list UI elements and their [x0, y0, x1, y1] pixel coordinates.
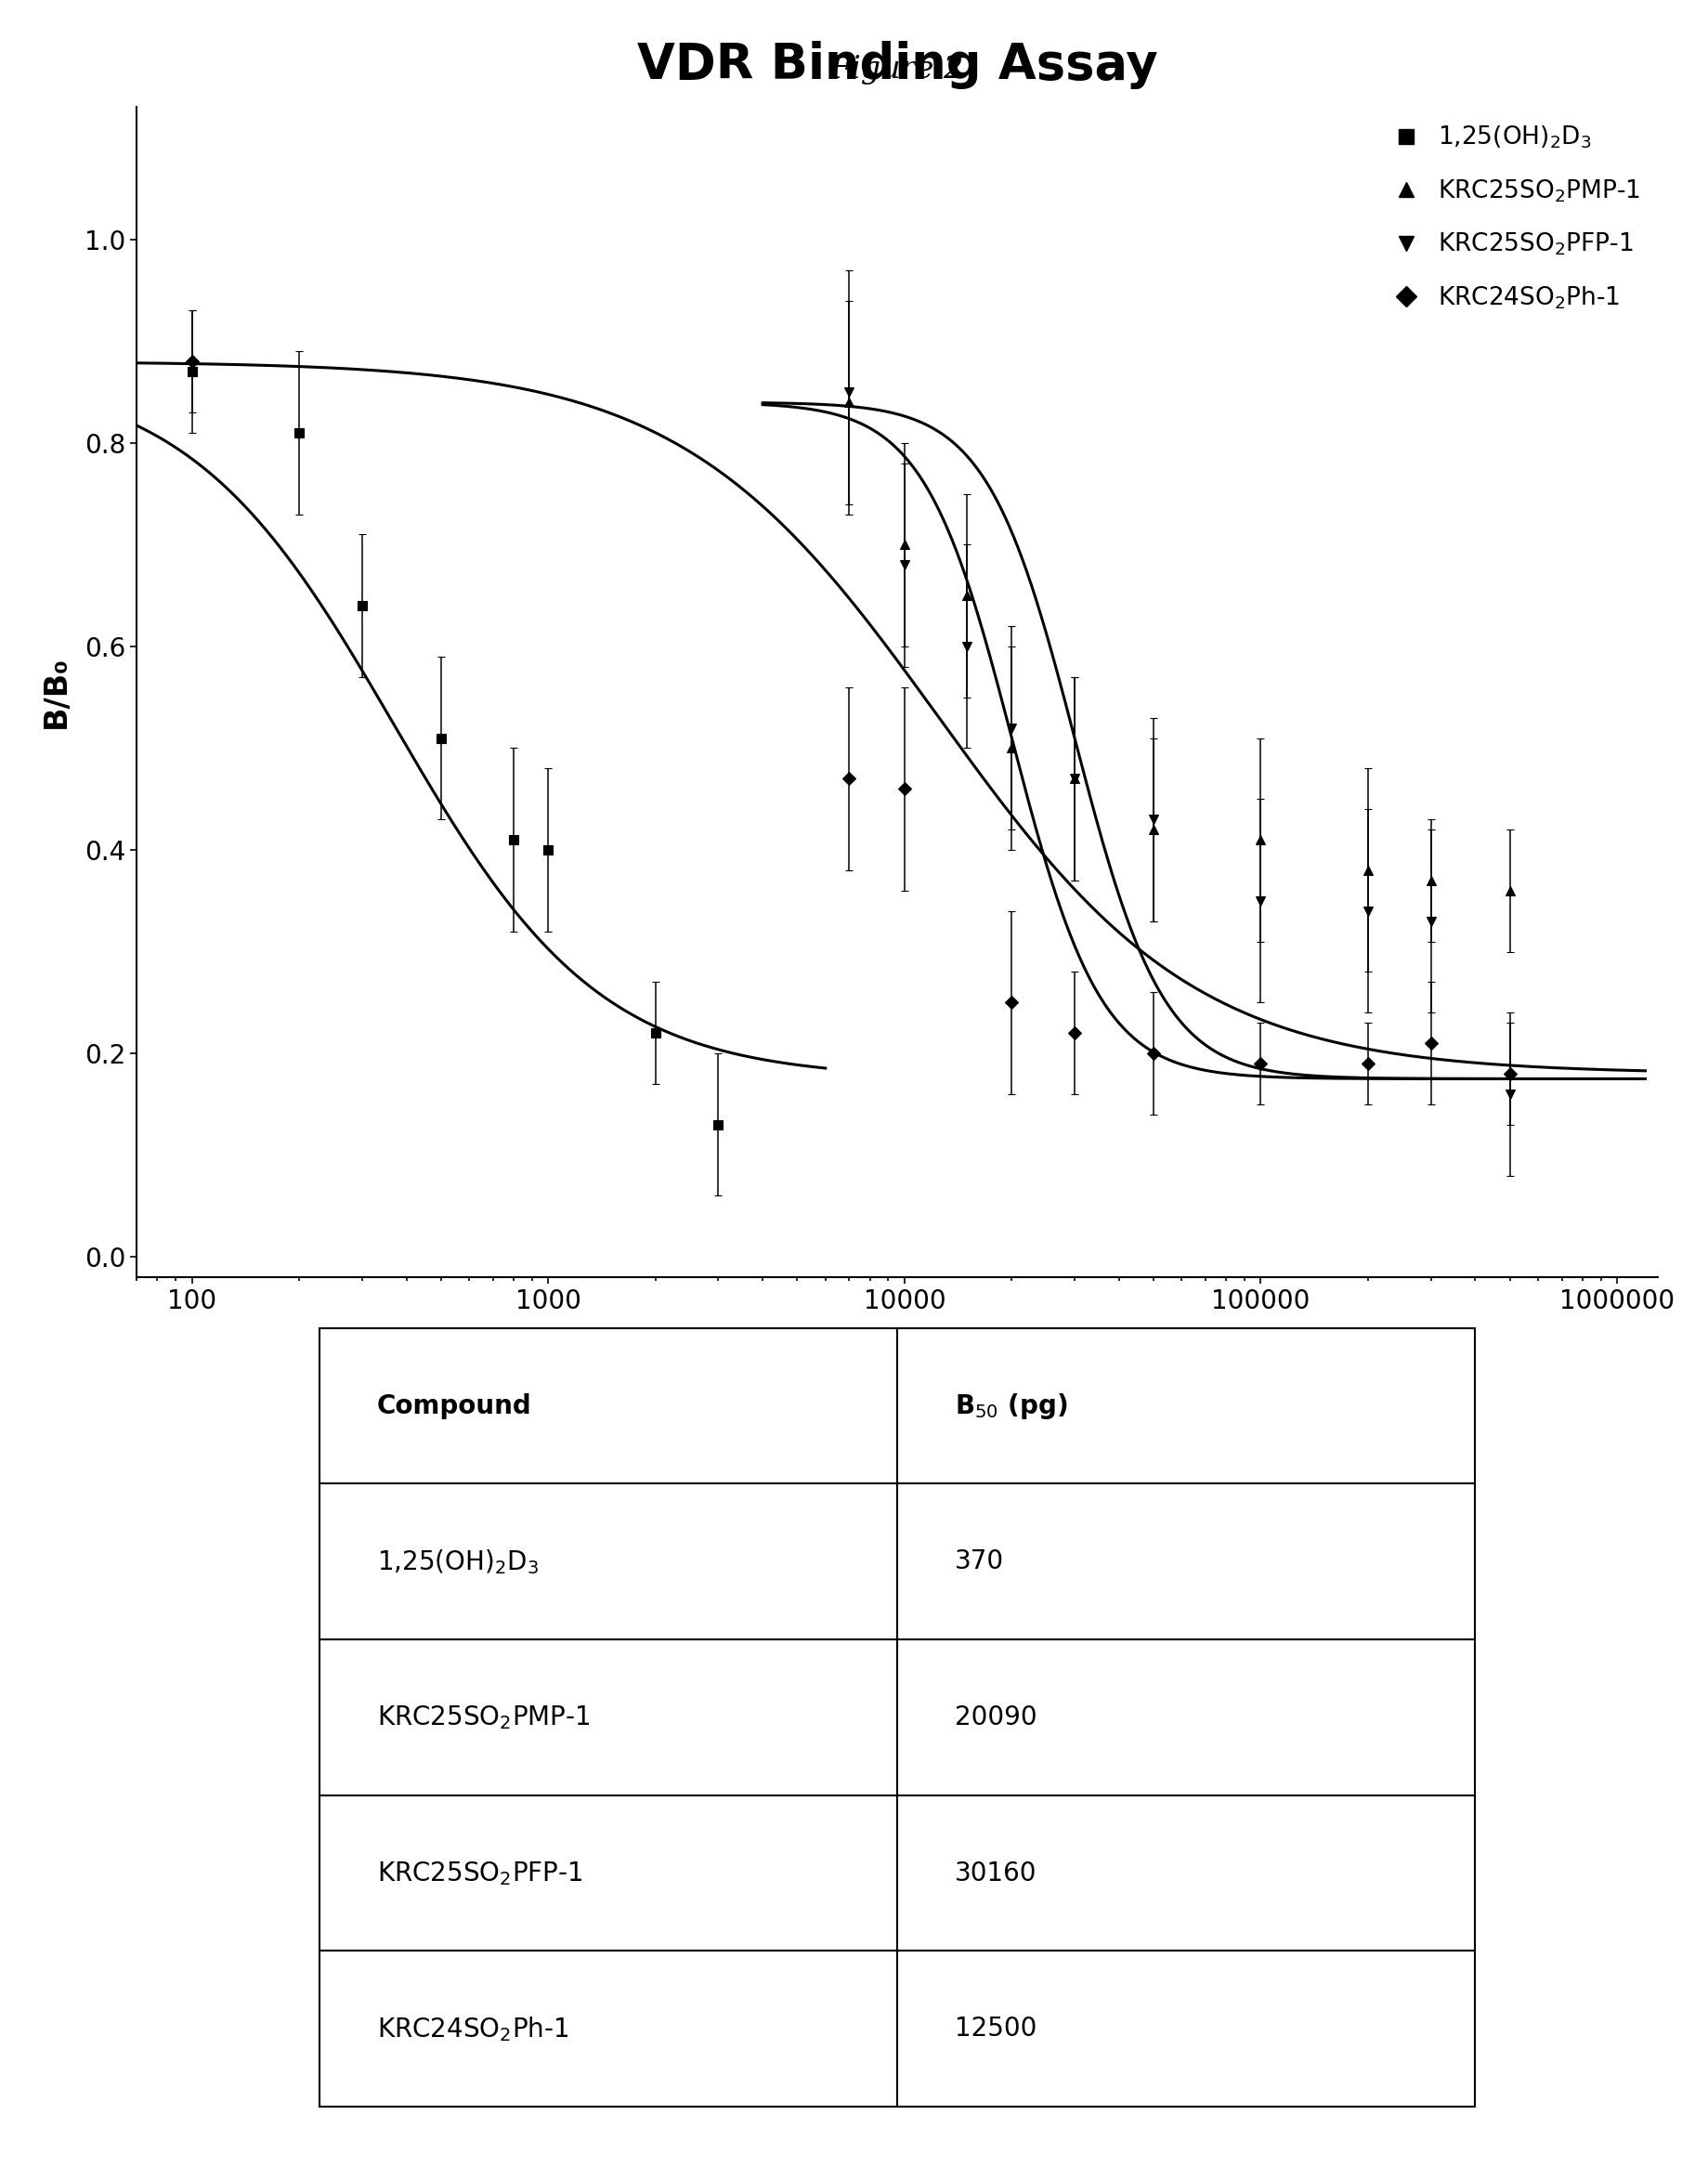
Legend: 1,25(OH)$_2$D$_3$, KRC25SO$_2$PMP-1, KRC25SO$_2$PFP-1, KRC24SO$_2$Ph-1: 1,25(OH)$_2$D$_3$, KRC25SO$_2$PMP-1, KRC…	[1380, 115, 1650, 321]
Title: VDR Binding Assay: VDR Binding Assay	[637, 41, 1156, 89]
Text: Figure 2: Figure 2	[830, 54, 963, 85]
Y-axis label: B/B₀: B/B₀	[41, 657, 72, 728]
X-axis label: Amount of Compound (pg/tube): Amount of Compound (pg/tube)	[620, 1331, 1173, 1361]
